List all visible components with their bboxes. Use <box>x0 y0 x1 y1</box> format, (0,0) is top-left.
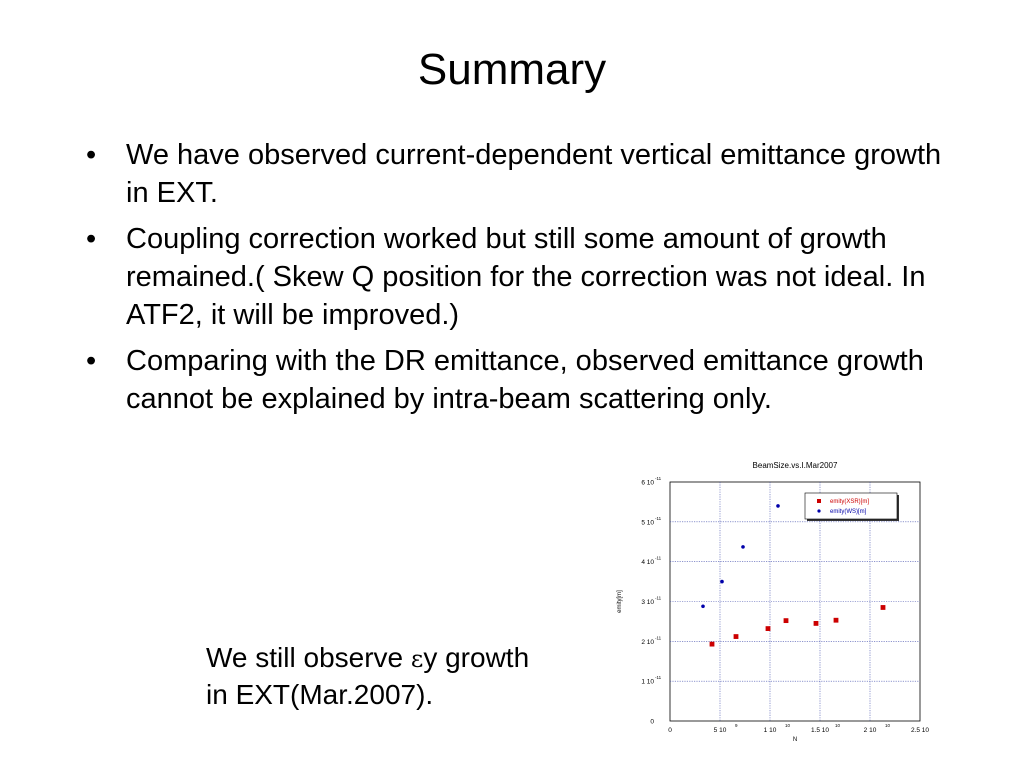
x-tick-label: 5 10 <box>714 727 727 734</box>
bullet-item: • We have observed current-dependent ver… <box>86 136 956 212</box>
legend-entry: emity(XSR)[m] <box>830 499 869 505</box>
y-tick-exponent: -11 <box>655 516 662 521</box>
ws-point <box>720 579 724 584</box>
slide-title: Summary <box>417 45 607 94</box>
xsr-point <box>765 626 771 631</box>
y-tick-label: 4 10 <box>641 559 654 566</box>
x-tick-label: 2 10 <box>864 727 877 734</box>
x-tick-label: 2.5 10 <box>911 727 929 734</box>
y-tick-exponent: -11 <box>655 675 662 680</box>
y-tick-exponent: -11 <box>655 556 662 561</box>
xsr-point <box>813 621 819 626</box>
xsr-point <box>783 618 789 624</box>
y-tick-exponent: -11 <box>655 476 662 481</box>
xsr-point <box>880 605 886 610</box>
x-tick-exponent: 9 <box>735 723 738 728</box>
bullet-marker: • <box>86 139 97 171</box>
ws-point <box>776 504 780 508</box>
y-tick-label: 2 10 <box>641 639 654 646</box>
y-tick-label: 3 10 <box>641 599 654 606</box>
growth-note-line2: in EXT(Mar.2007). <box>206 679 434 710</box>
y-tick-exponent: -11 <box>655 635 662 640</box>
x-tick-label: 1 10 <box>764 727 777 734</box>
x-tick-label: 0 <box>668 727 672 734</box>
y-tick-label: 5 10 <box>641 519 654 526</box>
bullet-item: • Coupling correction worked but still s… <box>86 220 956 334</box>
bullet-item: • Comparing with the DR emittance, obser… <box>86 342 956 418</box>
growth-note: We still observe εy growth in EXT(Mar.20… <box>206 640 529 713</box>
y-tick-exponent: -11 <box>655 596 662 601</box>
epsilon-symbol: ε <box>410 645 424 673</box>
legend-xsr-marker <box>817 499 821 503</box>
ws-point <box>701 604 705 609</box>
y-tick-label: 6 10 <box>641 480 654 487</box>
bullet-marker: • <box>86 345 97 377</box>
xsr-point <box>833 617 839 623</box>
note-pre: We still observe <box>206 642 411 673</box>
xsr-point <box>733 634 739 639</box>
emittance-chart: BeamSize.vs.I.Mar2007 0 1 10 -11 2 10 -11 3 10… <box>605 455 935 745</box>
growth-note-line1: We still observe εy growth <box>206 640 529 677</box>
xsr-point <box>709 641 715 647</box>
legend-ws-marker <box>817 509 821 513</box>
bullet-list: • We have observed current-dependent ver… <box>86 136 956 426</box>
bullet-marker: • <box>86 223 97 255</box>
x-tick-label: 1.5 10 <box>811 727 829 734</box>
y-axis-label: emity[m] <box>617 590 623 613</box>
ws-point <box>741 545 745 549</box>
x-tick-exponent: 10 <box>885 723 891 728</box>
bullet-text: We have observed current-dependent verti… <box>126 139 942 209</box>
bullet-text: Coupling correction worked but still som… <box>126 223 926 331</box>
y-tick-label: 0 <box>650 719 654 726</box>
x-tick-exponent: 10 <box>785 723 791 728</box>
y-tick-label: 1 10 <box>641 679 654 686</box>
chart-title: BeamSize.vs.I.Mar2007 <box>753 461 838 470</box>
x-tick-exponent: 10 <box>835 723 841 728</box>
legend-box <box>804 492 898 520</box>
legend-entry: emity(WS)[m] <box>830 509 867 515</box>
note-post: y growth <box>423 642 530 673</box>
x-axis-label: N <box>793 737 797 743</box>
bullet-text: Comparing with the DR emittance, observe… <box>126 345 924 415</box>
